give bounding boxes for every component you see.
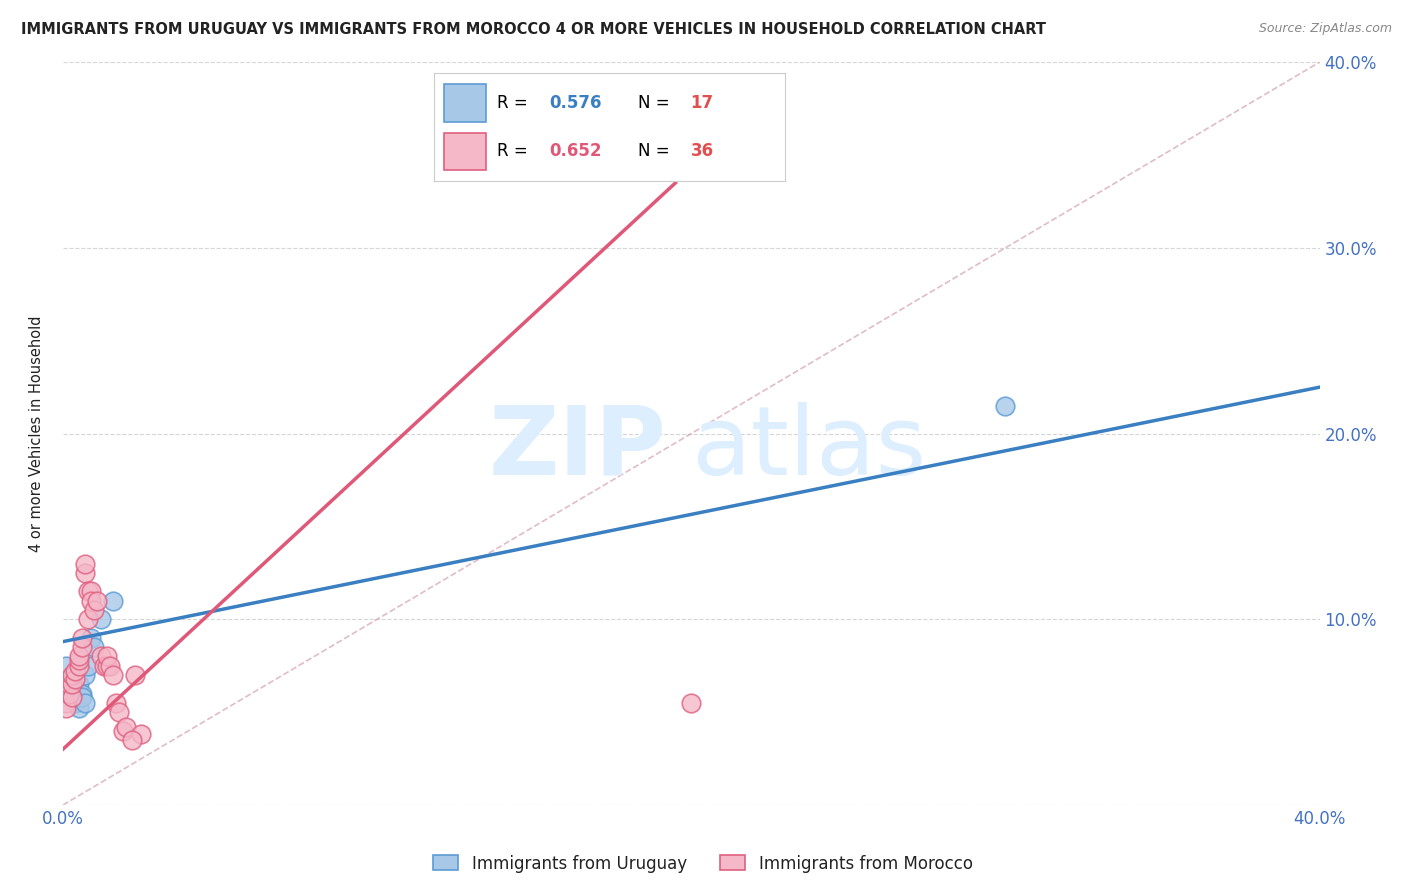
Point <box>681 696 703 710</box>
Point <box>83 603 105 617</box>
Point <box>73 557 96 571</box>
Y-axis label: 4 or more Vehicles in Household: 4 or more Vehicles in Household <box>30 316 44 552</box>
Point <box>67 701 90 715</box>
Point <box>80 631 103 645</box>
Point <box>89 649 111 664</box>
Point <box>114 720 136 734</box>
Point <box>101 594 124 608</box>
Point <box>105 696 128 710</box>
Point <box>80 584 103 599</box>
Point <box>121 733 143 747</box>
Point <box>70 690 93 705</box>
Point <box>67 649 90 664</box>
Point <box>73 696 96 710</box>
Point <box>55 701 77 715</box>
Point <box>60 690 83 705</box>
Point <box>73 566 96 580</box>
Point <box>101 668 124 682</box>
Point <box>55 696 77 710</box>
Text: Source: ZipAtlas.com: Source: ZipAtlas.com <box>1258 22 1392 36</box>
Point <box>93 658 115 673</box>
Point <box>67 658 90 673</box>
Point <box>994 399 1017 413</box>
Point <box>58 687 80 701</box>
Point <box>86 594 108 608</box>
Point <box>60 668 83 682</box>
Point <box>60 677 83 691</box>
Point <box>98 658 121 673</box>
Text: IMMIGRANTS FROM URUGUAY VS IMMIGRANTS FROM MOROCCO 4 OR MORE VEHICLES IN HOUSEHO: IMMIGRANTS FROM URUGUAY VS IMMIGRANTS FR… <box>21 22 1046 37</box>
Point <box>58 677 80 691</box>
Point <box>65 665 87 679</box>
Point <box>131 727 153 741</box>
Text: ZIP: ZIP <box>488 402 666 495</box>
Legend: Immigrants from Uruguay, Immigrants from Morocco: Immigrants from Uruguay, Immigrants from… <box>427 848 979 880</box>
Point <box>67 653 90 667</box>
Point <box>96 649 118 664</box>
Point <box>60 690 83 705</box>
Point <box>77 658 100 673</box>
Point <box>77 612 100 626</box>
Point <box>67 677 90 691</box>
Point <box>96 658 118 673</box>
Point <box>65 672 87 686</box>
Point <box>111 723 134 738</box>
Text: atlas: atlas <box>692 402 927 495</box>
Point <box>89 612 111 626</box>
Point <box>70 631 93 645</box>
Point <box>80 594 103 608</box>
Point <box>70 640 93 655</box>
Point <box>70 687 93 701</box>
Point <box>108 705 131 719</box>
Point <box>60 682 83 697</box>
Point <box>83 640 105 655</box>
Point <box>55 658 77 673</box>
Point <box>58 672 80 686</box>
Point <box>65 696 87 710</box>
Point <box>124 668 146 682</box>
Point <box>73 668 96 682</box>
Point <box>77 584 100 599</box>
